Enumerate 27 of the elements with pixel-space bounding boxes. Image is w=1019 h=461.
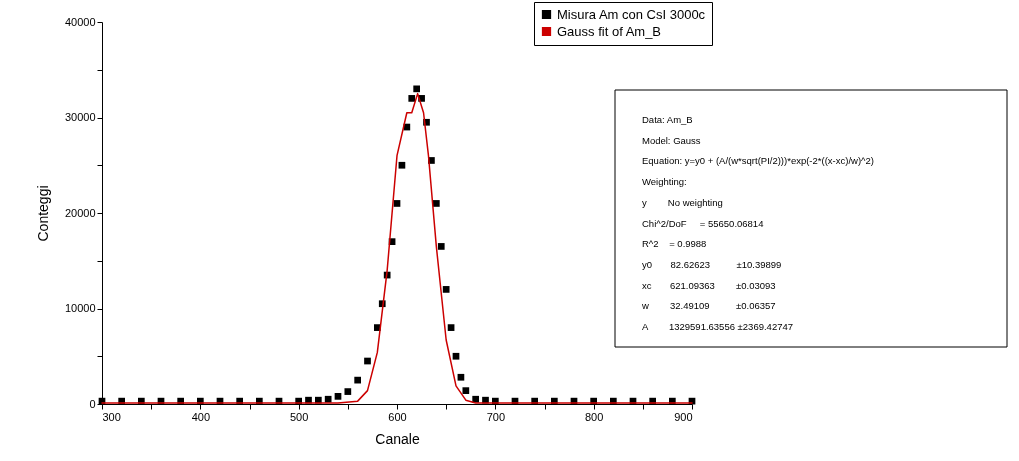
annotation: xc 621.09363 ±0.03093 xyxy=(642,279,776,291)
annotation: Chi^2/DoF = 55650.06814 xyxy=(642,217,764,229)
x-tick-label: 800 xyxy=(584,410,604,423)
y-tick-label: 40000 xyxy=(64,15,96,28)
annotation: A 1329591.63556 ±2369.42747 xyxy=(642,321,794,332)
x-tick-label: 700 xyxy=(486,410,506,423)
annotation: Data: Am_B xyxy=(642,114,693,125)
annotation: Equation: y=y0 + (A/(w*sqrt(PI/2)))*exp(-2*((x-xc)/w)^2) xyxy=(642,155,874,167)
x-tick-label: 300 xyxy=(102,410,121,423)
annotation: Weighting: xyxy=(642,176,687,188)
legend-label: Gauss fit of Am_B xyxy=(557,23,662,39)
y-axis-title: Conteggi xyxy=(34,185,51,242)
x-tick-label: 600 xyxy=(388,410,407,423)
x-tick-label: 900 xyxy=(674,410,693,423)
x-tick-label: 400 xyxy=(191,410,211,423)
x-tick-label: 500 xyxy=(289,410,309,423)
annotation: R^2 = 0.9988 xyxy=(642,238,707,250)
annotation: y0 82.62623 ±10.39899 xyxy=(642,258,782,270)
legend-label: Misura Am con CsI 3000c xyxy=(557,6,706,22)
annotation: w 32.49109 ±0.06357 xyxy=(641,300,776,312)
x-axis-title: Canale xyxy=(375,430,420,447)
y-tick-label: 10000 xyxy=(64,302,96,314)
annotation: y No weighting xyxy=(642,196,723,208)
y-tick-label: 20000 xyxy=(64,206,96,219)
y-tick-label: 0 xyxy=(89,397,96,410)
annotation: Model: Gauss xyxy=(642,134,701,146)
y-tick-label: 30000 xyxy=(64,111,96,123)
